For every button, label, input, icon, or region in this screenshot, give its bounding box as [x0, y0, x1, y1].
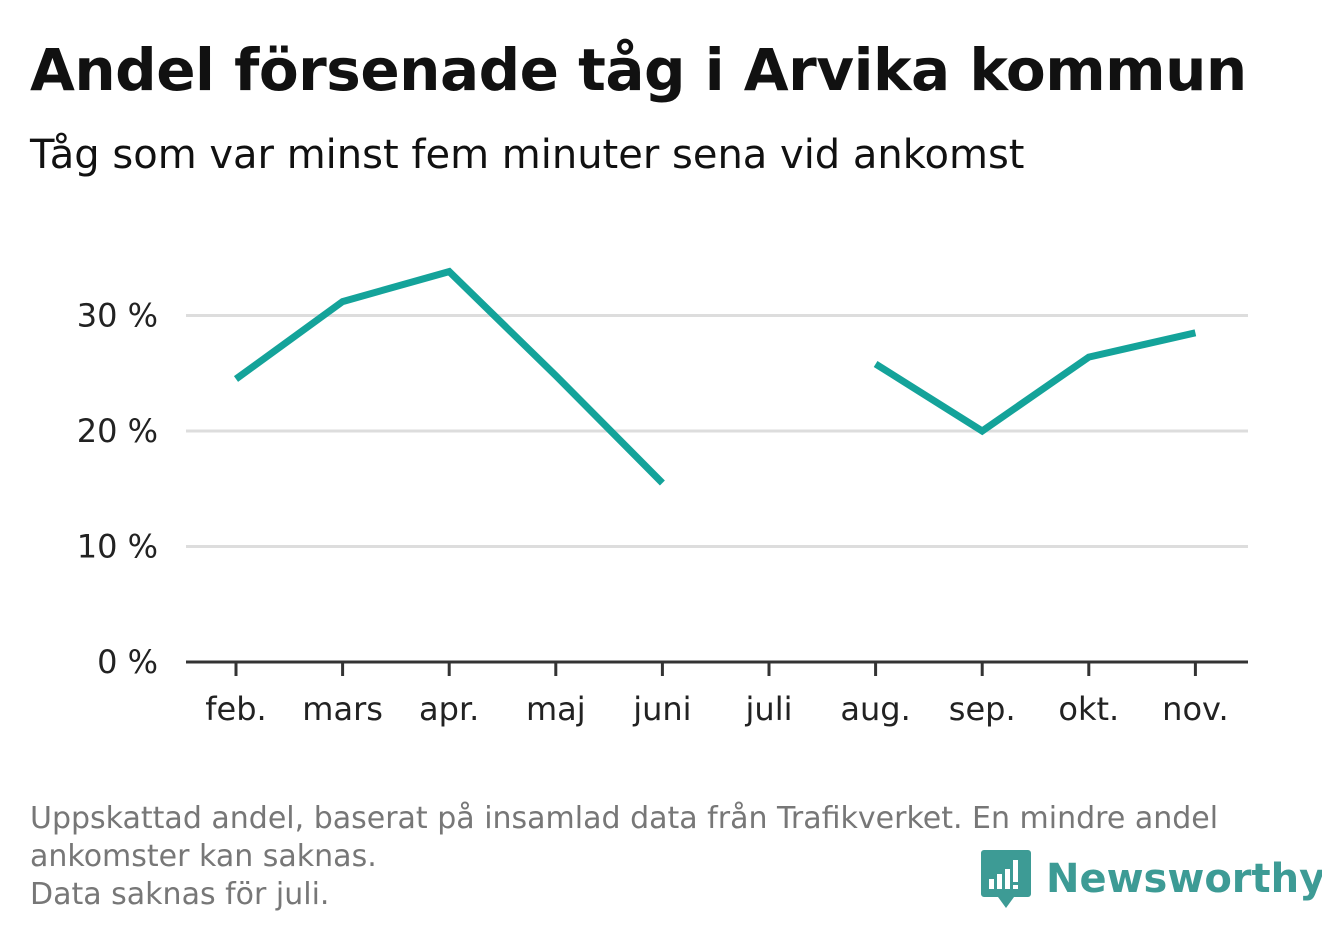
footnote-line-1: Uppskattad andel, baserat på insamlad da… [30, 801, 1219, 836]
chart-subtitle: Tåg som var minst fem minuter sena vid a… [30, 132, 1025, 178]
x-axis-labels: feb. mars apr. maj juni juli aug. sep. okt. nov. [205, 690, 1228, 728]
y-tick-label: 30 % [77, 297, 158, 335]
y-axis-labels: 0 % 10 % 20 % 30 % [77, 297, 158, 682]
x-tick-label: feb. [205, 690, 266, 728]
x-tick-label: mars [302, 690, 383, 728]
newsworthy-logo: Newsworthy [980, 848, 1322, 910]
series-lines [233, 267, 1197, 486]
chart-title: Andel försenade tåg i Arvika kommun [30, 36, 1247, 104]
x-tick-label: okt. [1058, 690, 1119, 728]
newsworthy-logo-icon [981, 850, 1031, 908]
footnote-line-2: ankomster kan saknas. [30, 839, 377, 874]
line-chart: 0 % 10 % 20 % 30 % feb. mars apr. maj juni juli a… [77, 267, 1248, 728]
gridlines [186, 314, 1248, 548]
x-axis [186, 660, 1248, 676]
series-line-segment [233, 267, 665, 486]
footnote-line-3: Data saknas för juli. [30, 877, 330, 912]
logo-text: Newsworthy [1046, 856, 1322, 902]
y-tick-label: 20 % [77, 412, 158, 450]
x-tick-label: juli [745, 690, 793, 728]
x-tick-label: sep. [949, 690, 1016, 728]
x-tick-label: nov. [1162, 690, 1228, 728]
series-line-segment [873, 329, 1197, 436]
footnote: Uppskattad andel, baserat på insamlad da… [30, 800, 1280, 914]
x-tick-label: maj [526, 690, 586, 728]
y-tick-label: 10 % [77, 528, 158, 566]
y-tick-label: 0 % [97, 643, 158, 681]
x-tick-label: aug. [840, 690, 910, 728]
x-tick-label: juni [632, 690, 691, 728]
x-tick-label: apr. [419, 690, 479, 728]
